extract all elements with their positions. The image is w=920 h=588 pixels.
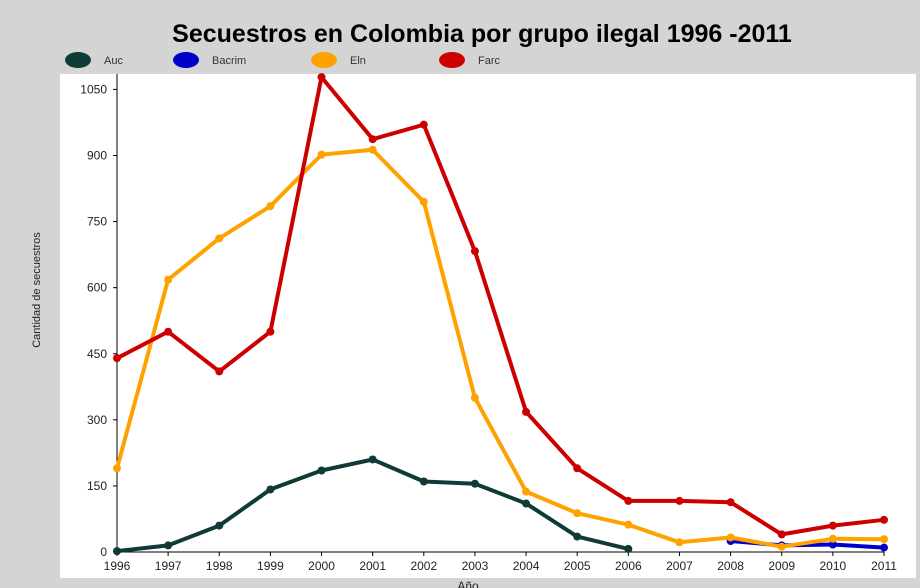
data-point	[113, 354, 121, 363]
x-tick-label: 2003	[462, 559, 489, 573]
y-tick-label: 1050	[80, 82, 107, 96]
y-tick-label: 0	[100, 545, 107, 559]
legend-swatch	[65, 52, 91, 68]
data-point	[419, 120, 428, 129]
series-line	[115, 147, 886, 549]
data-point	[317, 150, 326, 159]
data-point	[113, 464, 121, 473]
legend-swatch	[439, 52, 465, 68]
x-tick-label: 2002	[410, 559, 437, 573]
data-point	[164, 541, 173, 550]
data-point	[522, 487, 531, 496]
x-axis-label: Año	[457, 579, 479, 588]
data-point	[880, 535, 888, 544]
data-point	[777, 542, 786, 551]
x-tick-label: 2009	[768, 559, 795, 573]
x-tick-label: 1998	[206, 559, 233, 573]
data-point	[880, 543, 888, 552]
legend-item-auc: Auc	[65, 52, 123, 68]
data-point	[368, 135, 377, 144]
data-point	[522, 499, 531, 508]
data-point	[266, 327, 275, 336]
x-tick-label: 2001	[359, 559, 386, 573]
x-tick-label: 2004	[513, 559, 540, 573]
data-point	[573, 464, 582, 473]
y-tick-label: 900	[87, 149, 107, 163]
data-point	[828, 540, 837, 549]
legend-item-farc: Farc	[439, 52, 501, 68]
legend: Auc Bacrim Eln Farc	[65, 52, 501, 68]
data-point	[215, 521, 224, 530]
x-tick-label: 2008	[717, 559, 744, 573]
series-line	[115, 75, 886, 537]
legend-swatch	[311, 52, 337, 68]
data-point	[573, 509, 582, 518]
x-tick-label: 2010	[820, 559, 847, 573]
y-axis: 0 150 300 450 600 750 900 1050	[80, 82, 117, 559]
data-point	[419, 197, 428, 206]
data-point	[522, 407, 531, 416]
data-point	[164, 327, 173, 336]
data-point	[828, 534, 837, 543]
data-point	[215, 234, 224, 243]
data-point	[470, 247, 479, 256]
x-tick-label: 2007	[666, 559, 693, 573]
y-tick-label: 750	[87, 215, 107, 229]
x-axis: 1996 1997 1998 1999 2000 2001 2002 2003 2004 2005…	[104, 552, 897, 573]
chart-title: Secuestros en Colombia por grupo ilegal …	[172, 20, 792, 48]
series-group	[113, 73, 888, 556]
y-tick-label: 150	[87, 479, 107, 493]
legend-label: Auc	[104, 55, 123, 67]
legend-swatch	[173, 52, 199, 68]
series-auc	[113, 455, 633, 556]
data-point	[368, 145, 377, 154]
data-point	[726, 533, 735, 542]
data-point	[419, 477, 428, 486]
x-tick-label: 1997	[155, 559, 182, 573]
legend-label: Eln	[350, 55, 366, 67]
plot-background	[60, 74, 916, 578]
data-point	[470, 479, 479, 488]
data-point	[266, 485, 275, 494]
legend-item-bacrim: Bacrim	[173, 52, 246, 68]
data-point	[726, 498, 735, 507]
data-point	[113, 547, 121, 556]
x-tick-label: 2011	[871, 559, 897, 573]
data-point	[317, 466, 326, 475]
legend-label: Farc	[478, 55, 501, 67]
y-axis-label: Cantidad de secuestros	[31, 232, 43, 348]
data-point	[266, 202, 275, 211]
data-point	[470, 393, 479, 402]
legend-label: Bacrim	[212, 55, 246, 67]
data-point	[624, 544, 633, 553]
data-point	[573, 532, 582, 541]
data-point	[368, 455, 377, 464]
data-point	[828, 521, 837, 530]
y-tick-label: 300	[87, 413, 107, 427]
data-point	[880, 515, 888, 524]
data-point	[317, 73, 326, 82]
data-point	[777, 530, 786, 539]
x-tick-label: 2000	[308, 559, 335, 573]
data-point	[215, 367, 224, 376]
data-point	[624, 496, 633, 505]
data-point	[624, 520, 633, 529]
series-farc	[113, 73, 888, 539]
x-tick-label: 2006	[615, 559, 642, 573]
y-tick-label: 600	[87, 281, 107, 295]
y-tick-label: 450	[87, 347, 107, 361]
data-point	[164, 275, 173, 284]
data-point	[675, 496, 684, 505]
data-point	[675, 538, 684, 547]
x-tick-label: 1996	[104, 559, 131, 573]
legend-item-eln: Eln	[311, 52, 366, 68]
x-tick-label: 1999	[257, 559, 284, 573]
series-eln	[113, 145, 888, 551]
x-tick-label: 2005	[564, 559, 591, 573]
